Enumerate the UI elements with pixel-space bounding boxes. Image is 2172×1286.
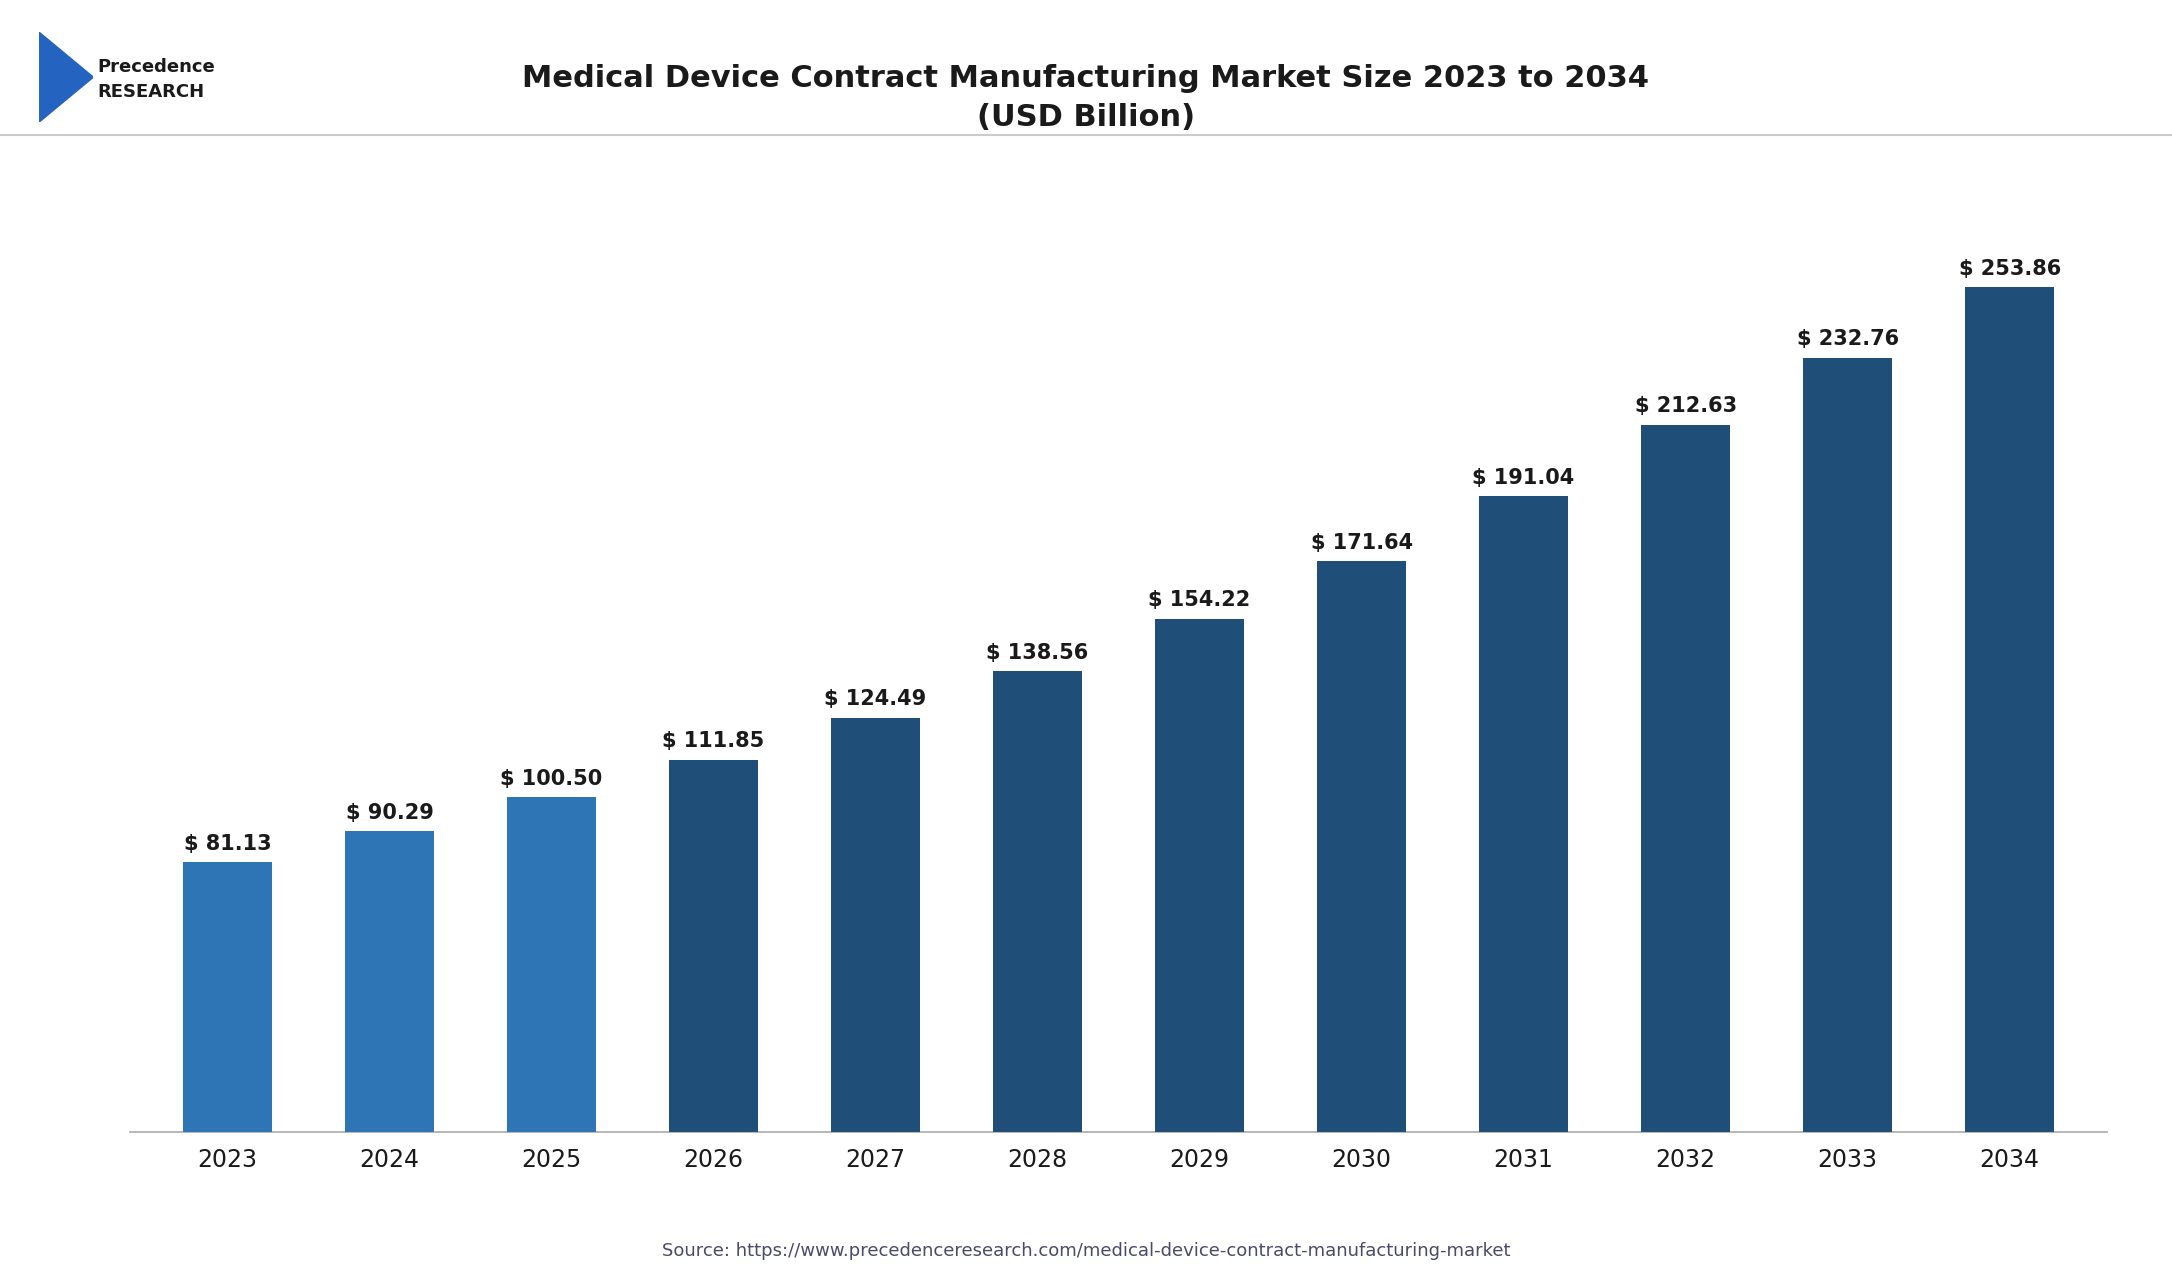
Text: $ 171.64: $ 171.64 xyxy=(1310,532,1412,553)
Text: $ 100.50: $ 100.50 xyxy=(500,769,602,790)
Text: $ 253.86: $ 253.86 xyxy=(1959,258,2061,279)
Text: $ 232.76: $ 232.76 xyxy=(1796,329,1898,350)
Text: $ 124.49: $ 124.49 xyxy=(825,689,927,710)
Bar xyxy=(1156,619,1245,1132)
Bar xyxy=(669,760,758,1132)
Text: $ 212.63: $ 212.63 xyxy=(1636,396,1738,417)
Text: Source: https://www.precedenceresearch.com/medical-device-contract-manufacturing: Source: https://www.precedenceresearch.c… xyxy=(662,1242,1510,1260)
Bar xyxy=(1803,358,1892,1132)
Text: $ 111.85: $ 111.85 xyxy=(662,732,765,751)
Text: $ 90.29: $ 90.29 xyxy=(345,802,434,823)
Bar xyxy=(993,671,1082,1132)
Text: $ 81.13: $ 81.13 xyxy=(185,833,272,854)
Bar xyxy=(832,718,921,1132)
Bar xyxy=(345,831,434,1132)
Bar xyxy=(182,862,272,1132)
Bar xyxy=(1642,424,1731,1132)
Bar xyxy=(1479,496,1568,1132)
Text: $ 154.22: $ 154.22 xyxy=(1149,590,1251,611)
Bar xyxy=(1316,561,1405,1132)
Text: $ 191.04: $ 191.04 xyxy=(1473,468,1575,487)
Polygon shape xyxy=(39,32,93,122)
Bar xyxy=(506,797,595,1132)
Bar xyxy=(1966,287,2055,1132)
Text: Precedence
RESEARCH: Precedence RESEARCH xyxy=(98,58,215,100)
Text: $ 138.56: $ 138.56 xyxy=(986,643,1088,662)
Text: Medical Device Contract Manufacturing Market Size 2023 to 2034
(USD Billion): Medical Device Contract Manufacturing Ma… xyxy=(523,64,1649,131)
